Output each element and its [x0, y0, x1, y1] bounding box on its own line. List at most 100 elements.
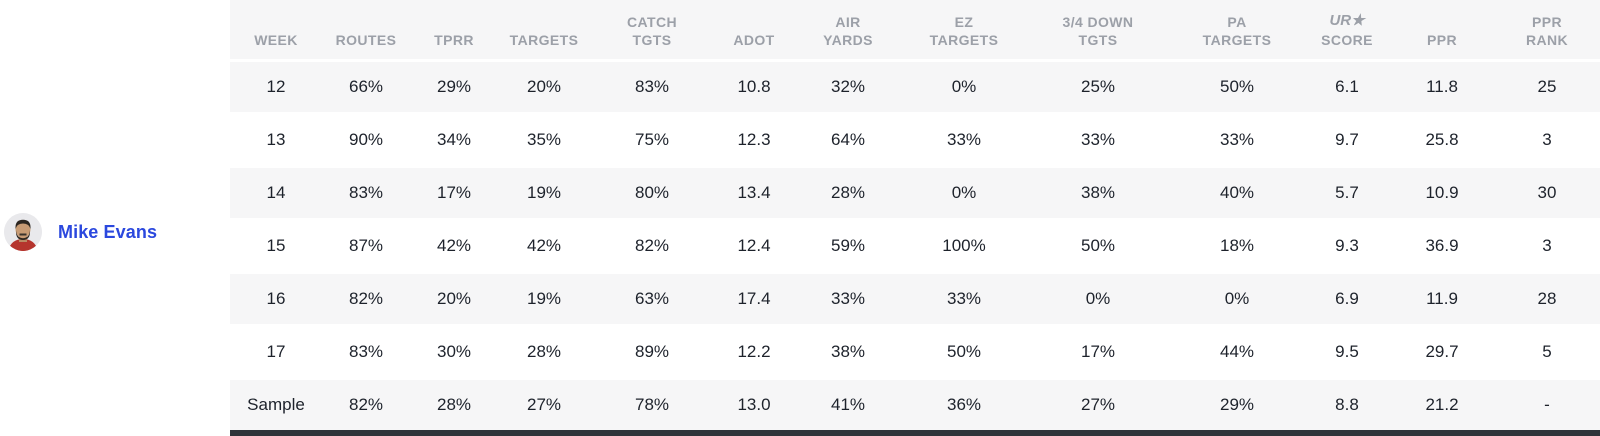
cell-targets: 35%: [498, 112, 590, 165]
cell-air_yards: 59%: [794, 218, 902, 271]
cell-air_yards: 64%: [794, 112, 902, 165]
cell-ez_targets: 33%: [902, 271, 1026, 324]
cell-targets: 19%: [498, 271, 590, 324]
cell-targets: 28%: [498, 324, 590, 377]
cell-ppr: 11.8: [1390, 59, 1494, 112]
cell-ez_targets: 0%: [902, 165, 1026, 218]
cell-week: 16: [230, 271, 322, 324]
player-avatar: [4, 213, 42, 251]
cell-tprr: 20%: [410, 271, 498, 324]
cell-adot: 17.4: [714, 271, 794, 324]
cell-week: 12: [230, 59, 322, 112]
cell-ppr_rank: 3: [1494, 218, 1600, 271]
cell-catch_tgts: 75%: [590, 112, 714, 165]
cell-week: 17: [230, 324, 322, 377]
col-header-label: TARGETS: [929, 31, 999, 48]
cell-catch_tgts: 82%: [590, 218, 714, 271]
col-header-ppr_rank: PPR RANK: [1494, 0, 1600, 59]
col-header-label: CATCH: [627, 13, 677, 30]
col-header-label: SCORE: [1321, 31, 1373, 48]
cell-catch_tgts: 80%: [590, 165, 714, 218]
header-row: WEEK ROUTES TPRR TARGETS CATCH TGTS ADOT AIR YAR…: [230, 0, 1600, 59]
col-header-label: 3/4 DOWN: [1062, 13, 1134, 30]
cell-ppr_rank: -: [1494, 377, 1600, 430]
cell-ez_targets: 33%: [902, 112, 1026, 165]
cell-ppr_rank: 25: [1494, 59, 1600, 112]
col-header-label: YARDS: [823, 31, 873, 48]
cell-down_3_4_tgts: 50%: [1026, 218, 1170, 271]
week-row-17: 17 83% 30% 28% 89% 12.2 38% 50% 17% 44% 9.5 29.7 5: [230, 324, 1600, 377]
col-header-label: WEEK: [254, 31, 298, 48]
col-header-label: PPR: [1427, 31, 1457, 48]
cell-ur_score: 6.1: [1304, 59, 1390, 112]
week-row-12: 12 66% 29% 20% 83% 10.8 32% 0% 25% 50% 6.1 11.8 25: [230, 59, 1600, 112]
col-header-label: TARGETS: [1202, 31, 1272, 48]
cell-ppr_rank: 3: [1494, 112, 1600, 165]
cell-down_3_4_tgts: 0%: [1026, 271, 1170, 324]
col-header-adot: ADOT: [714, 0, 794, 59]
col-header-ppr: PPR: [1390, 0, 1494, 59]
cell-air_yards: 28%: [794, 165, 902, 218]
cell-pa_targets: 33%: [1170, 112, 1304, 165]
col-header-label: EZ: [954, 13, 974, 30]
col-header-air_yards: AIR YARDS: [794, 0, 902, 59]
col-header-label: TGTS: [632, 31, 672, 48]
col-header-ur_score: UR★ SCORE: [1304, 0, 1390, 59]
cell-ur_score: 9.3: [1304, 218, 1390, 271]
cell-routes: 83%: [322, 324, 410, 377]
week-row-15: 15 87% 42% 42% 82% 12.4 59% 100% 50% 18% 9.3 36.9 3: [230, 218, 1600, 271]
cell-targets: 42%: [498, 218, 590, 271]
cell-ppr: 10.9: [1390, 165, 1494, 218]
cell-adot: 10.8: [714, 59, 794, 112]
cell-air_yards: 41%: [794, 377, 902, 430]
cell-down_3_4_tgts: 25%: [1026, 59, 1170, 112]
cell-targets: 27%: [498, 377, 590, 430]
cell-ppr_rank: 28: [1494, 271, 1600, 324]
player-name-link[interactable]: Mike Evans: [58, 221, 158, 242]
col-header-catch_tgts: CATCH TGTS: [590, 0, 714, 59]
week-row-16: 16 82% 20% 19% 63% 17.4 33% 33% 0% 0% 6.9 11.9 28: [230, 271, 1600, 324]
cell-ppr_rank: 5: [1494, 324, 1600, 377]
col-header-routes: ROUTES: [322, 0, 410, 59]
weekly-stats-panel: WEEK ROUTES TPRR TARGETS CATCH TGTS ADOT AIR YAR…: [230, 0, 1600, 436]
cell-ppr: 29.7: [1390, 324, 1494, 377]
cell-pa_targets: 29%: [1170, 377, 1304, 430]
cell-routes: 82%: [322, 271, 410, 324]
cell-ppr: 25.8: [1390, 112, 1494, 165]
cell-routes: 82%: [322, 377, 410, 430]
col-header-label: ROUTES: [335, 31, 397, 48]
cell-ez_targets: 0%: [902, 59, 1026, 112]
cell-week: 14: [230, 165, 322, 218]
cell-adot: 13.4: [714, 165, 794, 218]
cell-air_yards: 33%: [794, 271, 902, 324]
cell-ez_targets: 36%: [902, 377, 1026, 430]
cell-tprr: 17%: [410, 165, 498, 218]
cell-catch_tgts: 63%: [590, 271, 714, 324]
player-headshot-icon: [4, 213, 42, 251]
cell-routes: 66%: [322, 59, 410, 112]
cell-catch_tgts: 89%: [590, 324, 714, 377]
cell-ppr_rank: 30: [1494, 165, 1600, 218]
cell-tprr: 42%: [410, 218, 498, 271]
col-header-week: WEEK: [230, 0, 322, 59]
col-header-down_3_4_tgts: 3/4 DOWN TGTS: [1026, 0, 1170, 59]
cell-targets: 19%: [498, 165, 590, 218]
cell-tprr: 29%: [410, 59, 498, 112]
col-header-label: TGTS: [1078, 31, 1118, 48]
cell-targets: 20%: [498, 59, 590, 112]
player-cell: Mike Evans: [4, 213, 157, 251]
col-header-label: RANK: [1525, 31, 1569, 48]
cell-week: 13: [230, 112, 322, 165]
col-header-pa_targets: PA TARGETS: [1170, 0, 1304, 59]
cell-down_3_4_tgts: 27%: [1026, 377, 1170, 430]
col-header-label: TPRR: [434, 31, 474, 48]
cell-tprr: 34%: [410, 112, 498, 165]
col-header-targets: TARGETS: [498, 0, 590, 59]
col-header-label: PPR: [1532, 13, 1562, 30]
col-header-label: ADOT: [733, 31, 775, 48]
col-header-tprr: TPRR: [410, 0, 498, 59]
cell-down_3_4_tgts: 17%: [1026, 324, 1170, 377]
ur-star-logo: UR★: [1329, 12, 1365, 30]
cell-routes: 87%: [322, 218, 410, 271]
col-header-label: PA: [1227, 13, 1247, 30]
